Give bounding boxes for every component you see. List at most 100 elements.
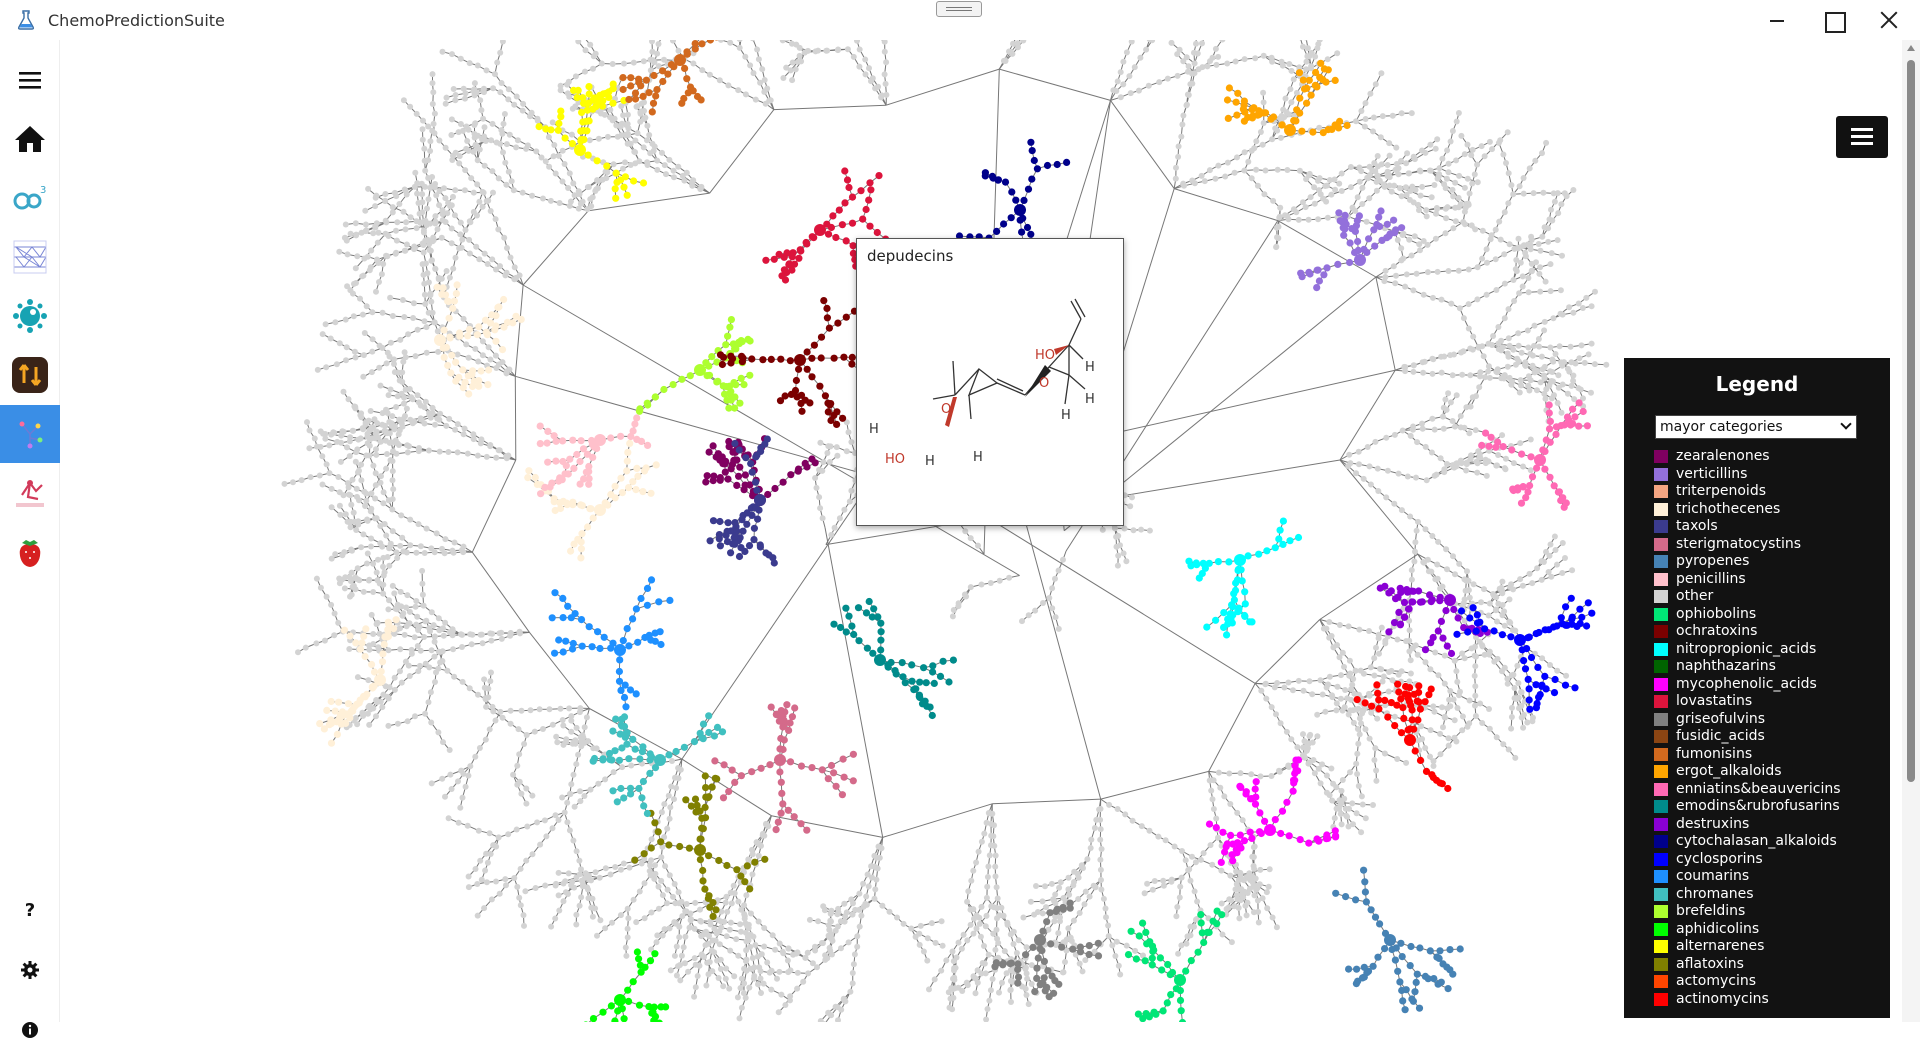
graph-node[interactable] [1318, 780, 1324, 786]
graph-node[interactable] [568, 729, 574, 735]
graph-node[interactable] [1207, 778, 1213, 784]
graph-node[interactable] [1115, 78, 1121, 84]
graph-node[interactable] [434, 530, 440, 536]
graph-node[interactable] [577, 798, 583, 804]
graph-node[interactable] [850, 777, 857, 784]
graph-node[interactable] [1200, 560, 1207, 567]
graph-node[interactable] [523, 786, 529, 792]
graph-node[interactable] [1386, 689, 1392, 695]
graph-node[interactable] [1525, 383, 1531, 389]
graph-node[interactable] [981, 943, 987, 949]
graph-node[interactable] [1365, 444, 1371, 450]
graph-node[interactable] [501, 121, 507, 127]
graph-node[interactable] [723, 900, 729, 906]
graph-node[interactable] [1398, 729, 1405, 736]
graph-node[interactable] [556, 892, 562, 898]
graph-node[interactable] [488, 208, 494, 214]
graph-node[interactable] [573, 912, 579, 918]
graph-node[interactable] [397, 646, 403, 652]
graph-node[interactable] [1300, 44, 1306, 50]
graph-node[interactable] [1484, 292, 1490, 298]
graph-node[interactable] [1518, 260, 1524, 266]
graph-node[interactable] [449, 226, 455, 232]
graph-node[interactable] [1257, 867, 1263, 873]
graph-node[interactable] [744, 968, 750, 974]
graph-node[interactable] [1473, 393, 1479, 399]
graph-node[interactable] [466, 355, 472, 361]
graph-node[interactable] [1201, 850, 1207, 856]
graph-node[interactable] [1501, 608, 1507, 614]
graph-node[interactable] [585, 206, 591, 212]
graph-node[interactable] [1093, 884, 1099, 890]
graph-node[interactable] [445, 200, 451, 206]
graph-node[interactable] [421, 634, 427, 640]
graph-node[interactable] [569, 879, 575, 885]
graph-node[interactable] [1473, 713, 1479, 719]
graph-node[interactable] [493, 353, 499, 359]
graph-node[interactable] [424, 526, 430, 532]
graph-node[interactable] [1167, 971, 1174, 978]
graph-node[interactable] [1396, 978, 1403, 985]
graph-node[interactable] [586, 623, 593, 630]
graph-node[interactable] [1493, 607, 1499, 613]
graph-node[interactable] [1466, 587, 1472, 593]
graph-node[interactable] [385, 606, 391, 612]
graph-node[interactable] [318, 428, 324, 434]
graph-node[interactable] [1470, 147, 1476, 153]
graph-node[interactable] [452, 187, 458, 193]
graph-node[interactable] [661, 57, 667, 63]
graph-node[interactable] [1374, 690, 1381, 697]
graph-node[interactable] [1472, 683, 1478, 689]
graph-node[interactable] [631, 857, 638, 864]
graph-node[interactable] [778, 992, 784, 998]
graph-node[interactable] [1397, 585, 1404, 592]
graph-node[interactable] [1272, 544, 1279, 551]
graph-node[interactable] [876, 844, 882, 850]
graph-node[interactable] [569, 132, 575, 138]
graph-node[interactable] [369, 309, 375, 315]
graph-node[interactable] [805, 48, 811, 54]
graph-node[interactable] [401, 314, 407, 320]
graph-node[interactable] [1225, 558, 1232, 565]
graph-node[interactable] [1080, 865, 1086, 871]
graph-node[interactable] [1521, 175, 1527, 181]
graph-node[interactable] [1459, 727, 1465, 733]
graph-node[interactable] [343, 357, 349, 363]
graph-node[interactable] [596, 136, 602, 142]
graph-node[interactable] [665, 887, 671, 893]
graph-node[interactable] [648, 910, 654, 916]
graph-node[interactable] [1455, 705, 1461, 711]
graph-node[interactable] [625, 926, 631, 932]
graph-node[interactable] [437, 411, 443, 417]
graph-node[interactable] [1493, 256, 1499, 262]
graph-node[interactable] [1308, 92, 1315, 99]
graph-node[interactable] [1315, 838, 1322, 845]
graph-node[interactable] [1493, 227, 1499, 233]
graph-node[interactable] [575, 752, 581, 758]
graph-node[interactable] [436, 138, 442, 144]
graph-node[interactable] [1553, 547, 1559, 553]
graph-node[interactable] [481, 86, 487, 92]
graph-node[interactable] [1514, 268, 1520, 274]
graph-node[interactable] [1424, 213, 1430, 219]
graph-node[interactable] [1193, 41, 1199, 47]
graph-node[interactable] [1234, 881, 1240, 887]
graph-node[interactable] [290, 479, 296, 485]
graph-node[interactable] [1373, 221, 1380, 228]
graph-node[interactable] [843, 314, 850, 321]
graph-node[interactable] [688, 917, 694, 923]
graph-node[interactable] [613, 170, 620, 177]
graph-node[interactable] [1027, 231, 1034, 238]
graph-node[interactable] [349, 592, 355, 598]
graph-node[interactable] [1152, 878, 1158, 884]
graph-node[interactable] [432, 634, 438, 640]
graph-node[interactable] [327, 470, 333, 476]
graph-node[interactable] [446, 416, 452, 422]
graph-node[interactable] [1194, 899, 1200, 905]
graph-node[interactable] [460, 679, 466, 685]
graph-node[interactable] [1387, 174, 1393, 180]
graph-node[interactable] [1539, 234, 1545, 240]
graph-node[interactable] [1430, 371, 1436, 377]
graph-node[interactable] [676, 843, 683, 850]
graph-node[interactable] [460, 128, 466, 134]
